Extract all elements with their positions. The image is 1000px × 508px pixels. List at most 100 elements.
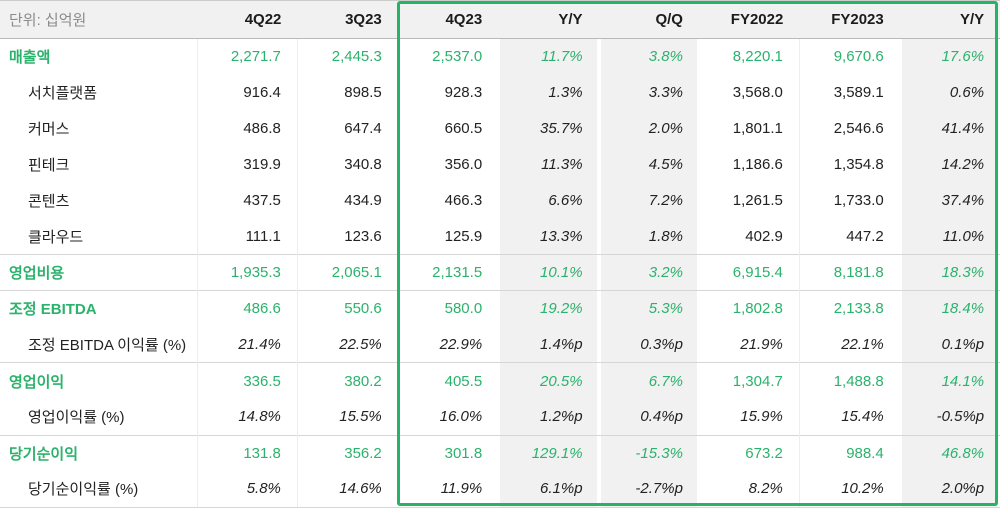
value-cell: 15.4%	[798, 398, 900, 436]
column-header-fy2022: FY2022	[698, 1, 800, 39]
value-cell: 2,537.0	[397, 38, 499, 75]
value-cell: 14.6%	[296, 471, 398, 508]
value-cell: 11.0%	[899, 218, 1000, 255]
row-label: 영업이익	[0, 362, 197, 399]
value-cell: 550.6	[296, 290, 398, 327]
row-label: 매출액	[0, 38, 197, 75]
value-cell: 22.1%	[798, 326, 900, 363]
value-cell: 14.8%	[196, 398, 298, 436]
value-cell: 18.4%	[899, 290, 1000, 327]
value-cell: 11.7%	[498, 38, 599, 75]
table-row: 영업이익률 (%) 14.8% 15.5% 16.0% 1.2%p 0.4%p 15.9% 1…	[0, 398, 1000, 436]
column-header-fy2023: FY2023	[799, 1, 900, 39]
row-label: 클라우드	[0, 218, 197, 255]
value-cell: 16.0%	[397, 398, 499, 436]
value-cell: 13.3%	[498, 218, 599, 255]
column-header-yoy: Y/Y	[498, 1, 599, 39]
value-cell: 2,271.7	[196, 38, 298, 75]
table-body: 매출액 2,271.7 2,445.3 2,537.0 11.7% 3.8% 8,220.1…	[0, 38, 1000, 508]
value-cell: 10.1%	[498, 254, 599, 291]
row-label: 서치플랫폼	[0, 74, 197, 111]
value-cell: 5.8%	[196, 471, 298, 508]
value-cell: 21.4%	[196, 326, 298, 363]
value-cell: 19.2%	[498, 290, 599, 327]
table-row: 클라우드 111.1 123.6 125.9 13.3% 1.8% 402.9 447.2 11…	[0, 218, 1000, 255]
value-cell: 0.3%p	[598, 326, 699, 363]
value-cell: 1.3%	[498, 74, 599, 111]
value-cell: 6.1%p	[498, 471, 599, 508]
value-cell: 6.6%	[498, 182, 599, 219]
value-cell: 1.2%p	[498, 398, 599, 436]
value-cell: 1,733.0	[798, 182, 900, 219]
value-cell: 0.1%p	[899, 326, 1000, 363]
value-cell: 125.9	[397, 218, 499, 255]
value-cell: 1.4%p	[498, 326, 599, 363]
table-row: 영업이익 336.5 380.2 405.5 20.5% 6.7% 1,304.7 1,488…	[0, 362, 1000, 399]
value-cell: 1,304.7	[698, 362, 800, 399]
value-cell: 356.2	[296, 434, 398, 472]
column-header-qoq: Q/Q	[598, 1, 699, 39]
value-cell: 37.4%	[899, 182, 1000, 219]
row-label: 핀테크	[0, 146, 197, 183]
row-label: 당기순이익률 (%)	[0, 471, 197, 508]
table-row: 당기순이익률 (%) 5.8% 14.6% 11.9% 6.1%p -2.7%p 8.2% 1…	[0, 471, 1000, 508]
value-cell: 647.4	[296, 110, 398, 147]
value-cell: 434.9	[296, 182, 398, 219]
value-cell: 916.4	[196, 74, 298, 111]
column-header-3q23: 3Q23	[297, 1, 398, 39]
value-cell: 10.2%	[798, 471, 900, 508]
table-row: 당기순이익 131.8 356.2 301.8 129.1% -15.3% 673.2 988…	[0, 434, 1000, 472]
value-cell: 2,131.5	[397, 254, 499, 291]
value-cell: 580.0	[397, 290, 499, 327]
value-cell: 437.5	[196, 182, 298, 219]
value-cell: -2.7%p	[598, 471, 699, 508]
value-cell: 1,935.3	[196, 254, 298, 291]
value-cell: 18.3%	[899, 254, 1000, 291]
value-cell: 1,488.8	[798, 362, 900, 399]
table-row: 서치플랫폼 916.4 898.5 928.3 1.3% 3.3% 3,568.0 3,589…	[0, 74, 1000, 111]
table-row: 커머스 486.8 647.4 660.5 35.7% 2.0% 1,801.1 2,546.…	[0, 110, 1000, 147]
value-cell: 3.2%	[598, 254, 699, 291]
column-header-4q23: 4Q23	[397, 1, 499, 39]
table-row: 콘텐츠 437.5 434.9 466.3 6.6% 7.2% 1,261.5 1,733.0…	[0, 182, 1000, 219]
value-cell: 1,801.1	[698, 110, 800, 147]
value-cell: 340.8	[296, 146, 398, 183]
value-cell: 4.5%	[598, 146, 699, 183]
value-cell: 3.8%	[598, 38, 699, 75]
row-label: 콘텐츠	[0, 182, 197, 219]
value-cell: 21.9%	[698, 326, 800, 363]
row-label: 커머스	[0, 110, 197, 147]
value-cell: 988.4	[798, 434, 900, 472]
row-label: 당기순이익	[0, 434, 197, 472]
column-header-yoy-annual: Y/Y	[899, 1, 1000, 39]
value-cell: 22.5%	[296, 326, 398, 363]
value-cell: 41.4%	[899, 110, 1000, 147]
value-cell: 123.6	[296, 218, 398, 255]
value-cell: 2,546.6	[798, 110, 900, 147]
value-cell: 3,589.1	[798, 74, 900, 111]
value-cell: 2,445.3	[296, 38, 398, 75]
table-row: 핀테크 319.9 340.8 356.0 11.3% 4.5% 1,186.6 1,354.…	[0, 146, 1000, 183]
value-cell: 11.3%	[498, 146, 599, 183]
value-cell: 336.5	[196, 362, 298, 399]
value-cell: 2,065.1	[296, 254, 398, 291]
row-label: 영업비용	[0, 254, 197, 291]
value-cell: 301.8	[397, 434, 499, 472]
value-cell: 15.5%	[296, 398, 398, 436]
table-row: 조정 EBITDA 이익률 (%) 21.4% 22.5% 22.9% 1.4%p 0.3…	[0, 326, 1000, 363]
value-cell: 129.1%	[498, 434, 599, 472]
value-cell: 9,670.6	[798, 38, 900, 75]
unit-label: 단위: 십억원	[0, 1, 197, 39]
value-cell: 2.0%p	[899, 471, 1000, 508]
table-row: 조정 EBITDA 486.6 550.6 580.0 19.2% 5.3% 1,802.8…	[0, 290, 1000, 327]
value-cell: 402.9	[698, 218, 800, 255]
row-label: 영업이익률 (%)	[0, 398, 197, 436]
value-cell: 5.3%	[598, 290, 699, 327]
value-cell: 1,186.6	[698, 146, 800, 183]
value-cell: 14.1%	[899, 362, 1000, 399]
value-cell: 466.3	[397, 182, 499, 219]
value-cell: 319.9	[196, 146, 298, 183]
value-cell: 1,354.8	[798, 146, 900, 183]
value-cell: 111.1	[196, 218, 298, 255]
